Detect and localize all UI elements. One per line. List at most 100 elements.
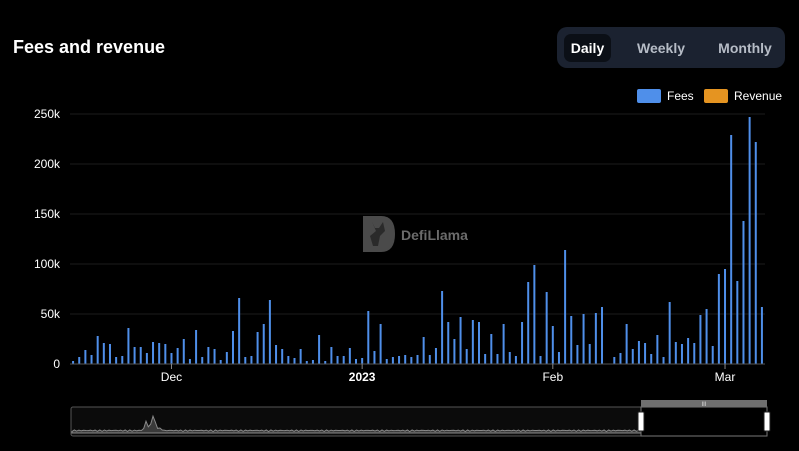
y-axis: 0 50k 100k 150k 200k 250k bbox=[34, 107, 61, 371]
fees-bar bbox=[496, 354, 499, 364]
minimap-right-handle[interactable] bbox=[763, 411, 771, 432]
fees-bar bbox=[256, 332, 259, 364]
fees-bar bbox=[145, 353, 148, 364]
fees-bar bbox=[311, 360, 314, 364]
fees-bar bbox=[656, 335, 659, 364]
fees-bar bbox=[613, 357, 616, 364]
fees-bar bbox=[225, 352, 228, 364]
fees-bar bbox=[78, 357, 81, 364]
fees-bar bbox=[72, 361, 75, 364]
fees-bar bbox=[441, 291, 444, 364]
fees-bar bbox=[637, 341, 640, 364]
fees-bar bbox=[305, 361, 308, 364]
fees-bar bbox=[619, 353, 622, 364]
fees-bar bbox=[748, 117, 751, 364]
fees-bar bbox=[459, 317, 462, 364]
fees-bar bbox=[127, 328, 130, 364]
fees-bar bbox=[195, 330, 198, 364]
fees-bar bbox=[176, 348, 179, 364]
fees-bar bbox=[502, 324, 505, 364]
fees-bar bbox=[625, 324, 628, 364]
fees-bar bbox=[582, 314, 585, 364]
fees-bar bbox=[521, 322, 524, 364]
fees-bar bbox=[385, 359, 388, 364]
fees-bar bbox=[90, 355, 93, 364]
fees-bar bbox=[330, 347, 333, 364]
fees-bar bbox=[207, 347, 210, 364]
fees-bar bbox=[754, 142, 757, 364]
fees-bar bbox=[201, 357, 204, 364]
fees-bar bbox=[108, 344, 111, 364]
fees-bar bbox=[527, 282, 530, 364]
range-minimap[interactable]: III bbox=[70, 400, 771, 437]
fees-bar bbox=[361, 358, 364, 364]
fees-bar bbox=[244, 357, 247, 364]
fees-bar bbox=[158, 343, 161, 364]
legend-label-revenue: Revenue bbox=[734, 89, 783, 103]
fees-bar bbox=[373, 351, 376, 364]
fees-bar bbox=[324, 361, 327, 364]
tab-monthly[interactable]: Monthly bbox=[718, 40, 772, 56]
tab-weekly[interactable]: Weekly bbox=[637, 40, 685, 56]
legend-item-fees[interactable]: Fees bbox=[637, 89, 694, 103]
fees-bar bbox=[760, 307, 763, 364]
fees-bar bbox=[717, 274, 720, 364]
fees-bar bbox=[219, 360, 222, 364]
fees-bar bbox=[644, 343, 647, 364]
fees-bar bbox=[539, 356, 542, 364]
fees-bar bbox=[342, 356, 345, 364]
fees-bar bbox=[404, 355, 407, 364]
fees-bar bbox=[551, 326, 554, 364]
fees-bar bbox=[724, 269, 727, 364]
fees-bar bbox=[84, 350, 87, 364]
x-tick-label: Mar bbox=[715, 370, 736, 384]
fees-bar bbox=[139, 347, 142, 364]
minimap-selection[interactable] bbox=[640, 406, 768, 437]
fees-bar bbox=[213, 349, 216, 364]
granularity-tabs: Daily Weekly Monthly bbox=[557, 27, 785, 68]
y-tick-label: 250k bbox=[34, 107, 61, 121]
tab-daily[interactable]: Daily bbox=[564, 34, 611, 62]
fees-bar bbox=[182, 339, 185, 364]
fees-bar bbox=[705, 309, 708, 364]
fees-bar bbox=[465, 349, 468, 364]
x-tick-label: Dec bbox=[161, 370, 182, 384]
fees-bar bbox=[508, 352, 511, 364]
y-tick-label: 200k bbox=[34, 157, 61, 171]
defillama-watermark: DefiLlama bbox=[363, 216, 468, 252]
legend-item-revenue[interactable]: Revenue bbox=[704, 89, 782, 103]
y-tick-label: 150k bbox=[34, 207, 61, 221]
fees-bar bbox=[730, 135, 733, 364]
fees-bar bbox=[367, 311, 370, 364]
watermark-text: DefiLlama bbox=[401, 227, 468, 243]
minimap-drag-bar[interactable] bbox=[641, 400, 767, 407]
fees-bar bbox=[514, 356, 517, 364]
fees-bar bbox=[262, 324, 265, 364]
fees-swatch bbox=[637, 89, 661, 103]
fees-bar bbox=[422, 337, 425, 364]
fees-bar bbox=[238, 298, 241, 364]
fees-bar bbox=[650, 354, 653, 364]
fees-bar bbox=[570, 316, 573, 364]
fees-bar bbox=[348, 348, 351, 364]
fees-bar bbox=[355, 359, 357, 364]
fees-bars bbox=[72, 117, 763, 364]
fees-bar bbox=[164, 344, 167, 364]
fees-bar bbox=[674, 342, 677, 364]
fees-bar bbox=[268, 300, 271, 364]
x-tick-label: 2023 bbox=[349, 370, 376, 384]
fees-bar bbox=[379, 324, 382, 364]
fees-bar bbox=[434, 348, 437, 364]
fees-bar bbox=[545, 292, 548, 364]
fees-bar bbox=[601, 307, 604, 364]
fees-bar bbox=[102, 343, 105, 364]
fees-bar bbox=[152, 342, 155, 364]
y-tick-label: 50k bbox=[41, 307, 61, 321]
fees-bar bbox=[398, 356, 401, 364]
fees-bar bbox=[170, 353, 173, 364]
fees-bar bbox=[680, 344, 683, 364]
minimap-grip-icon: III bbox=[701, 402, 706, 408]
fees-bar bbox=[576, 345, 579, 364]
fees-bar bbox=[742, 221, 745, 364]
minimap-left-handle[interactable] bbox=[637, 411, 645, 432]
